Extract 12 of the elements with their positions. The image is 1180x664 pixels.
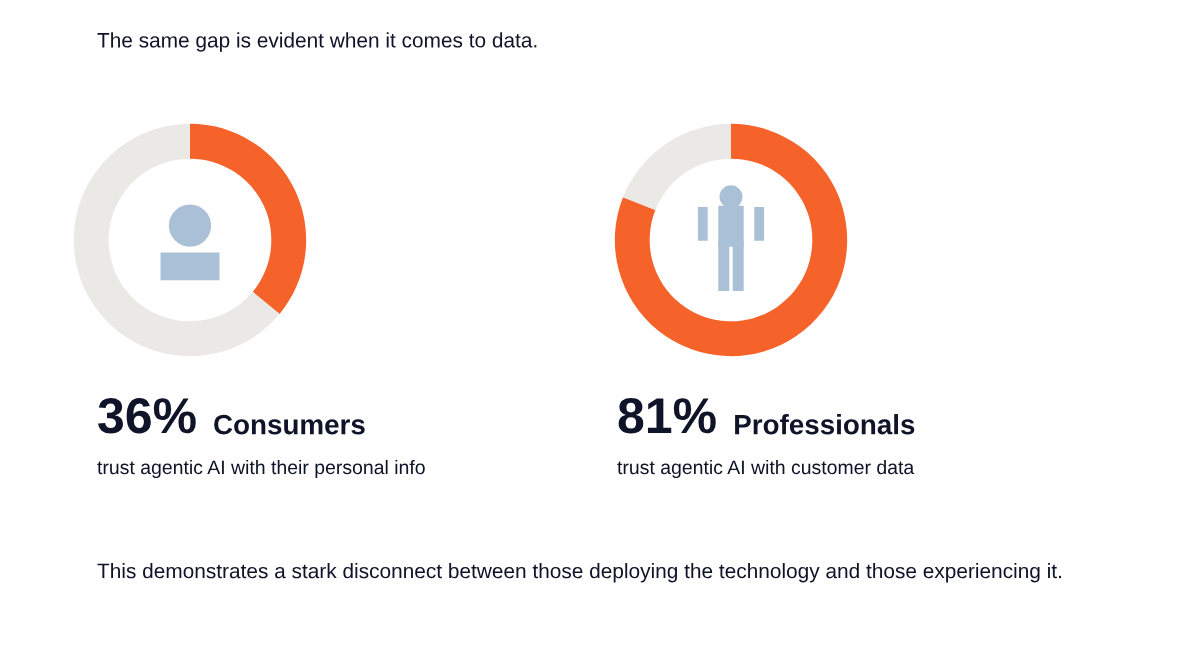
donut-slice	[190, 123, 307, 315]
donut-slice	[614, 123, 848, 357]
donut-slice	[73, 123, 280, 357]
donut-slice	[622, 123, 731, 211]
text: Consumers	[214, 414, 365, 435]
text: Professionals	[735, 414, 915, 435]
text: 81%	[618, 398, 716, 434]
text: This demonstrates a stark disconnect between those deploying the technology and those experiencing it.	[97, 563, 1061, 583]
text: The same gap is evident when it comes to data.	[97, 32, 537, 52]
text: trust agentic AI with their personal info	[97, 459, 425, 479]
text: 36%	[98, 398, 196, 434]
text: trust agentic AI with customer data	[617, 459, 915, 479]
